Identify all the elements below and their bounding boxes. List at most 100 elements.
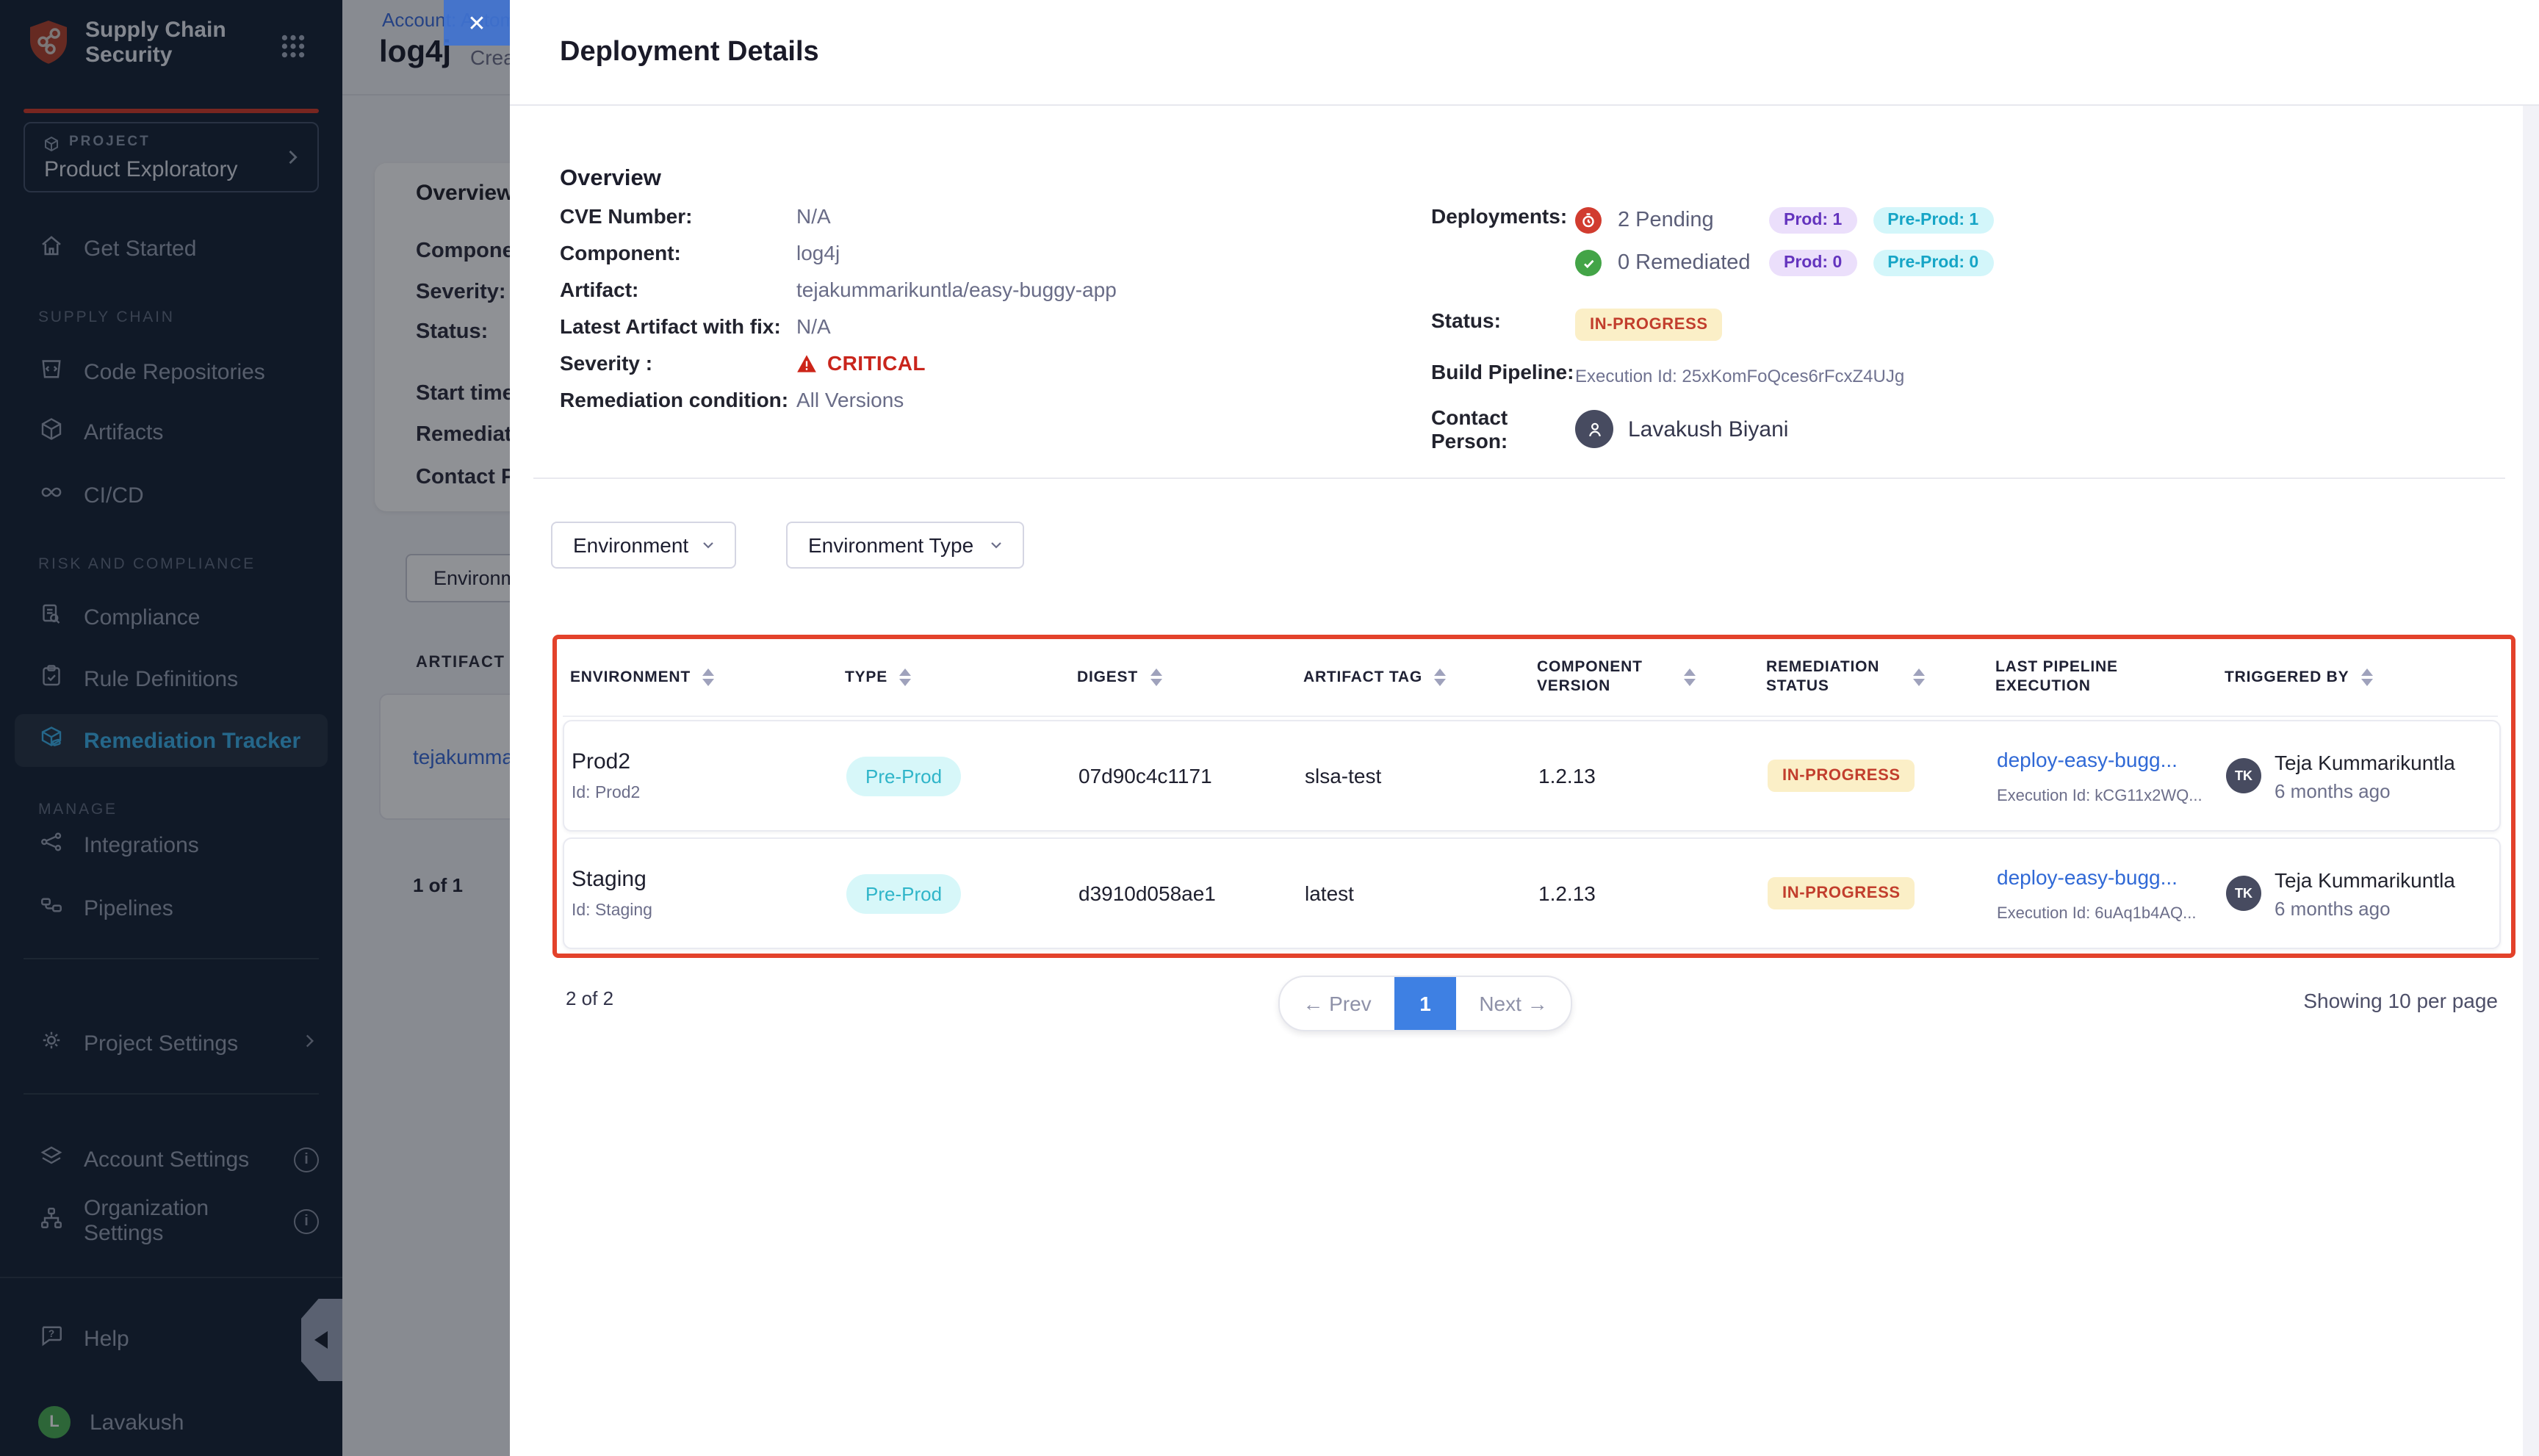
- sidebar-item-artifacts[interactable]: Artifacts: [38, 413, 163, 451]
- pipeline-execution-id: Execution Id: 6uAq1b4AQ...: [1997, 904, 2197, 922]
- sidebar-divider: [24, 1093, 319, 1095]
- artifact-cube-icon: [38, 416, 65, 448]
- tab-overview[interactable]: Overview: [416, 181, 514, 206]
- user-avatar: L: [38, 1406, 71, 1438]
- collapse-arrow-icon: [314, 1331, 328, 1349]
- sidebar-user[interactable]: L Lavakush: [38, 1403, 184, 1441]
- chevron-right-icon: [282, 147, 303, 175]
- build-pipeline-execution-id: Execution Id: 25xKomFoQces6rFcxZ4UJg: [1575, 366, 1905, 386]
- active-item-highlight: [15, 714, 328, 767]
- sidebar-item-compliance[interactable]: Compliance: [38, 598, 200, 636]
- column-component-version[interactable]: COMPONENT VERSION: [1537, 658, 1766, 696]
- chevron-down-icon: [703, 542, 713, 549]
- field-severity: Severity:: [416, 281, 506, 304]
- page-size-label: Showing 10 per page: [2303, 989, 2498, 1012]
- cell-artifact-tag: latest: [1305, 882, 1354, 905]
- next-page-button[interactable]: Next →: [1456, 977, 1571, 1030]
- supply-chain-security-shield-icon: [26, 18, 71, 75]
- remediation-status-badge: IN-PROGRESS: [1768, 760, 1915, 792]
- cell-pipeline: deploy-easy-bugg... Execution Id: kCG11x…: [1997, 747, 2226, 804]
- column-last-pipeline-execution[interactable]: LAST PIPELINE EXECUTION: [1995, 658, 2118, 695]
- sidebar-item-project-settings[interactable]: Project Settings: [38, 1024, 319, 1062]
- sidebar-item-remediation-tracker[interactable]: Remediation Tracker: [38, 721, 300, 760]
- status-label: Status:: [1431, 309, 1501, 332]
- sidebar-collapse-handle[interactable]: [301, 1299, 342, 1381]
- integrations-nodes-icon: [38, 829, 65, 861]
- help-chat-icon: ?: [38, 1322, 65, 1355]
- module-grid-icon[interactable]: [279, 32, 307, 68]
- field-status: Status:: [416, 320, 489, 344]
- remediated-count: 0 Remediated: [1618, 251, 1751, 275]
- prev-page-button[interactable]: ← Prev: [1280, 977, 1394, 1030]
- column-remediation-status[interactable]: REMEDIATION STATUS: [1766, 658, 1995, 696]
- gear-icon: [38, 1027, 65, 1059]
- pipeline-link[interactable]: deploy-easy-bugg...: [1997, 747, 2178, 771]
- chevron-down-icon: [991, 542, 1001, 549]
- latest-artifact-label: Latest Artifact with fix:: [560, 314, 781, 338]
- sidebar-item-rule-definitions[interactable]: Rule Definitions: [38, 660, 238, 698]
- pipeline-link[interactable]: deploy-easy-bugg...: [1997, 865, 2178, 888]
- project-selector[interactable]: PROJECT Product Exploratory: [24, 122, 319, 192]
- svg-text:?: ?: [48, 1328, 54, 1339]
- column-type[interactable]: TYPE: [845, 668, 1077, 687]
- person-avatar-icon: [1575, 410, 1613, 448]
- overview-section-title: Overview: [560, 165, 661, 191]
- artifact-label: Artifact:: [560, 278, 639, 301]
- cell-artifact-tag: slsa-test: [1305, 764, 1382, 788]
- current-page-button[interactable]: 1: [1394, 977, 1456, 1030]
- pending-icon: [1575, 207, 1602, 234]
- close-icon: ✕: [467, 11, 486, 36]
- sidebar-item-organization-settings[interactable]: Organization Settings i: [38, 1196, 319, 1246]
- remediation-tracker-icon: [38, 724, 65, 757]
- table-row-prod2[interactable]: Prod2 Id: Prod2 Pre-Prod 07d90c4c1171 sl…: [563, 720, 2501, 832]
- environment-type-filter[interactable]: Environment Type: [786, 522, 1024, 569]
- sidebar: Supply Chain Security PROJECT Product Ex…: [0, 0, 342, 1456]
- sort-icon: [1434, 668, 1447, 686]
- sidebar-item-get-started[interactable]: Get Started: [38, 229, 196, 267]
- cve-number-label: CVE Number:: [560, 204, 693, 228]
- sidebar-item-help[interactable]: ? Help: [38, 1319, 129, 1358]
- sidebar-item-account-settings[interactable]: Account Settings i: [38, 1140, 319, 1178]
- app-brand[interactable]: Supply Chain Security: [26, 18, 226, 75]
- cell-environment: Staging Id: Staging: [572, 867, 652, 920]
- type-badge: Pre-Prod: [846, 756, 962, 796]
- drawer-header-divider: [510, 104, 2539, 106]
- contact-person-name: Lavakush Biyani: [1628, 417, 1789, 442]
- sort-icon: [1684, 668, 1696, 686]
- info-icon: i: [294, 1147, 319, 1172]
- table-row-staging[interactable]: Staging Id: Staging Pre-Prod d3910d058ae…: [563, 837, 2501, 949]
- sidebar-item-code-repositories[interactable]: Code Repositories: [38, 353, 265, 391]
- field-start-time: Start time |: [416, 382, 526, 406]
- project-cube-icon: [43, 134, 60, 160]
- background-pagination: 1 of 1: [413, 874, 463, 896]
- build-pipeline-label: Build Pipeline:: [1431, 360, 1574, 383]
- sidebar-item-integrations[interactable]: Integrations: [38, 826, 199, 864]
- remediated-deployments-row: 0 Remediated Prod: 0 Pre-Prod: 0: [1575, 247, 2460, 279]
- module-accent-line: [24, 109, 319, 113]
- project-label: PROJECT: [69, 134, 151, 150]
- scrollbar-track[interactable]: [2523, 106, 2539, 1456]
- cell-pipeline: deploy-easy-bugg... Execution Id: 6uAq1b…: [1997, 865, 2226, 922]
- cell-triggered-by: TK Teja Kummarikuntla 6 months ago: [2226, 868, 2499, 919]
- overview-deployment-summary: Deployments: 2 Pending Prod: 1 Pre-Prod:…: [1431, 204, 2460, 453]
- remediation-status-badge: IN-PROGRESS: [1768, 877, 1915, 909]
- remediation-condition-value: All Versions: [796, 388, 904, 411]
- column-artifact-tag[interactable]: ARTIFACT TAG: [1303, 668, 1537, 687]
- contact-person-value: Lavakush Biyani: [1575, 406, 2460, 453]
- artifact-link[interactable]: tejakummar: [413, 745, 521, 768]
- cve-number-value: N/A: [796, 204, 831, 228]
- pending-deployments-row: 2 Pending Prod: 1 Pre-Prod: 1: [1575, 204, 2460, 237]
- component-value: log4j: [796, 241, 840, 264]
- column-environment[interactable]: ENVIRONMENT: [570, 668, 845, 687]
- sidebar-item-cicd[interactable]: CI/CD: [38, 476, 144, 514]
- deployment-details-drawer: Deployment Details Overview CVE Number: …: [510, 0, 2539, 1456]
- component-label: Component:: [560, 241, 681, 264]
- column-digest[interactable]: DIGEST: [1077, 668, 1303, 687]
- sidebar-footer: ? Help L Lavakush: [0, 1277, 342, 1456]
- deployments-table-highlighted: ENVIRONMENT TYPE DIGEST ARTIFACT TAG COM…: [552, 635, 2515, 958]
- close-button[interactable]: ✕: [444, 0, 510, 46]
- sidebar-item-pipelines[interactable]: Pipelines: [38, 889, 173, 927]
- column-triggered-by[interactable]: TRIGGERED BY: [2225, 668, 2498, 687]
- environment-filter[interactable]: Environment: [551, 522, 736, 569]
- critical-warning-icon: [797, 354, 816, 372]
